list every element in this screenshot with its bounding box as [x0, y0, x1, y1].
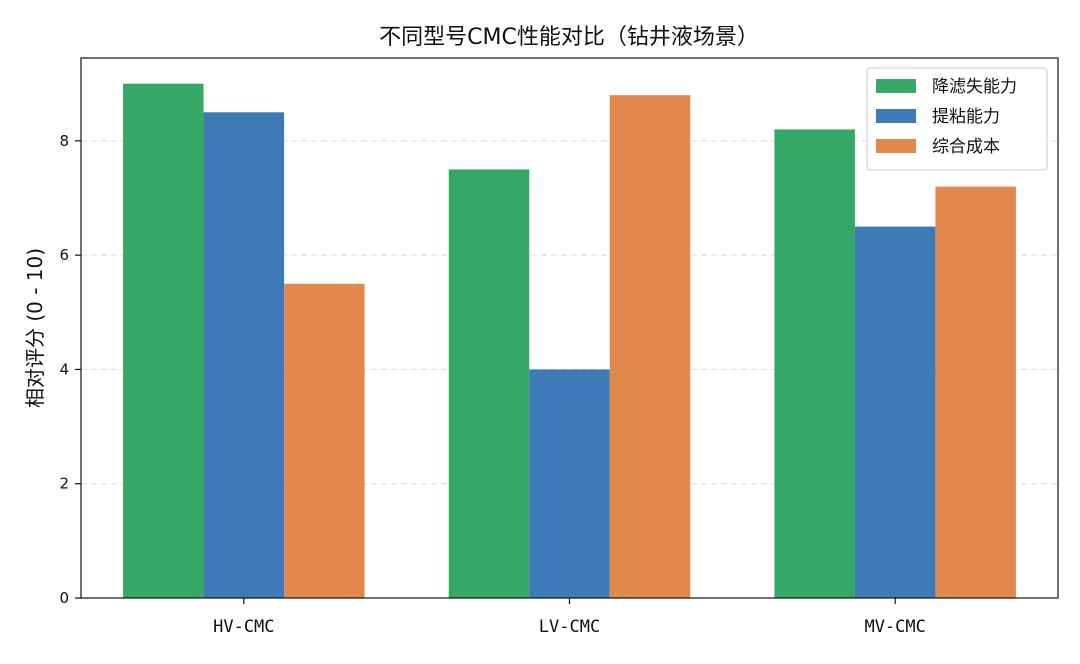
y-tick-label: 2 — [59, 475, 69, 493]
y-tick-label: 4 — [59, 360, 69, 378]
bar — [123, 83, 204, 598]
bar — [935, 186, 1016, 599]
chart-title: 不同型号CMC性能对比（钻井液场景） — [379, 25, 759, 50]
legend-swatch — [876, 79, 916, 93]
bar — [854, 226, 936, 599]
bar — [529, 369, 610, 598]
y-axis-label: 相对评分 (0 - 10) — [23, 248, 47, 408]
legend-swatch — [876, 109, 916, 123]
x-tick-label: HV-CMC — [213, 617, 274, 637]
y-tick-label: 8 — [59, 132, 69, 150]
y-tick-label: 6 — [59, 246, 69, 264]
legend-swatch — [876, 139, 916, 153]
bar — [774, 129, 855, 598]
bar — [284, 283, 365, 598]
bar — [203, 112, 285, 599]
x-tick-label: MV-CMC — [864, 617, 925, 637]
bar — [448, 169, 530, 598]
bars — [123, 83, 1016, 599]
y-axis-ticks: 0 2 4 6 8 — [59, 132, 81, 607]
bar — [609, 95, 691, 599]
legend-label: 综合成本 — [932, 137, 1000, 157]
y-tick-label: 0 — [59, 589, 69, 607]
x-tick-label: LV-CMC — [539, 617, 600, 637]
legend-label: 降滤失能力 — [932, 77, 1017, 97]
legend-label: 提粘能力 — [932, 107, 1000, 127]
x-axis-ticks: HV-CMC LV-CMC MV-CMC — [213, 598, 926, 637]
